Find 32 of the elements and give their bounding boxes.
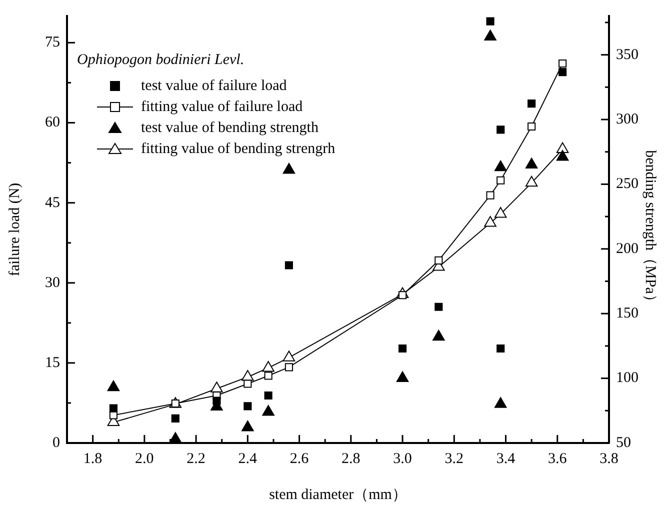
y-tick-label: 60 — [45, 114, 60, 131]
x-tick-label: 3.0 — [393, 450, 412, 467]
x-tick-label: 3.6 — [548, 450, 568, 467]
y-axis-title: failure load (N) — [6, 182, 23, 276]
x-tick-label: 3.8 — [600, 450, 618, 467]
y-tick-label: 75 — [45, 34, 60, 51]
x-tick-label: 2.2 — [186, 450, 206, 467]
x-tick-label: 2.8 — [342, 450, 360, 467]
y2-tick-label: 250 — [616, 176, 638, 192]
x-tick-label: 2.0 — [135, 450, 154, 467]
legend-label: test value of bending strength — [141, 120, 319, 136]
legend-label: fitting value of failure load — [141, 98, 304, 115]
y2-tick-label: 200 — [616, 240, 638, 257]
y2-tick-label: 300 — [616, 111, 638, 128]
y-tick-label: 45 — [45, 194, 60, 211]
legend-label: test value of failure load — [141, 78, 288, 94]
y2-axis-title: bending strength（MPa） — [642, 150, 658, 309]
x-tick-label: 2.4 — [238, 450, 258, 467]
y-tick-label: 0 — [52, 434, 60, 451]
y2-tick-label: 350 — [616, 46, 638, 63]
legend-label: fitting value of bending strengrh — [141, 140, 336, 157]
y2-tick-label: 50 — [616, 434, 631, 451]
annotation: Ophiopogon bodinieri Levl. — [77, 52, 244, 68]
x-tick-label: 1.8 — [83, 450, 102, 467]
x-tick-label: 3.4 — [496, 450, 516, 467]
x-tick-label: 2.6 — [290, 450, 310, 467]
y-tick-label: 30 — [45, 274, 60, 291]
y-tick-label: 15 — [45, 354, 60, 371]
x-tick-label: 3.2 — [444, 450, 464, 467]
x-axis-title: stem diameter（mm） — [269, 486, 407, 503]
y2-tick-label: 150 — [616, 306, 638, 322]
y2-tick-label: 100 — [616, 370, 638, 386]
